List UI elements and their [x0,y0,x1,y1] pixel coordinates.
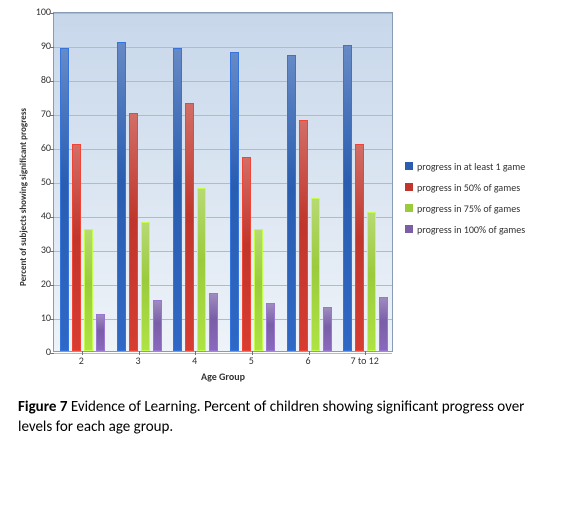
bar [242,157,251,351]
caption-rest: Evidence of Learning. Percent of childre… [18,398,524,436]
bar [311,198,320,351]
y-tick-label: 30 [29,243,51,256]
y-tick-mark [50,251,54,252]
y-tick-label: 100 [29,5,51,18]
gridline [54,47,392,48]
x-axis-ticks: 234567 to 12 [53,352,393,368]
chart-panel: Percent of subjects showing significant … [18,12,553,383]
x-tick-label: 5 [223,354,279,367]
y-tick-label: 40 [29,209,51,222]
gridline [54,149,392,150]
bar [367,212,376,351]
bar [141,222,150,351]
legend-item: progress in 100% of games [405,223,525,236]
legend-item: progress in 50% of games [405,181,525,194]
bar [254,229,263,351]
x-tick-label: 7 to 12 [337,354,393,367]
legend-label: progress in 75% of games [417,202,520,215]
legend-item: progress in 75% of games [405,202,525,215]
legend-swatch [405,162,413,170]
bar [129,113,138,351]
bar [173,48,182,351]
x-tick-label: 3 [110,354,166,367]
gridline [54,115,392,116]
bar [60,48,69,351]
bar [266,303,275,351]
bar [343,45,352,351]
figure-caption: Figure 7 Evidence of Learning. Percent o… [18,397,553,438]
legend-label: progress in 100% of games [417,223,525,236]
x-axis-label: Age Group [53,370,393,383]
y-tick-label: 50 [29,175,51,188]
gridline [54,285,392,286]
bar [379,297,388,351]
bar [323,307,332,351]
plot-area [53,12,393,352]
y-tick-mark [50,13,54,14]
bar [84,229,93,351]
gridline [54,217,392,218]
bar [299,120,308,351]
gridline [54,183,392,184]
y-tick-label: 90 [29,39,51,52]
bar [153,300,162,351]
bar [355,144,364,351]
x-tick-label: 4 [167,354,223,367]
legend-swatch [405,204,413,212]
y-tick-mark [50,217,54,218]
y-tick-mark [50,47,54,48]
caption-lead: Figure 7 [18,398,67,416]
y-tick-mark [50,81,54,82]
bar [230,52,239,351]
bar [96,314,105,351]
y-tick-label: 60 [29,141,51,154]
bar [117,42,126,351]
x-tick-label: 6 [280,354,336,367]
y-tick-mark [50,115,54,116]
y-tick-label: 70 [29,107,51,120]
y-tick-mark [50,149,54,150]
x-tick-label: 2 [53,354,109,367]
bar [72,144,81,351]
y-axis-label: Percent of subjects showing significant … [18,108,29,286]
y-tick-mark [50,319,54,320]
legend-item: progress in at least 1 game [405,160,525,173]
y-tick-label: 10 [29,311,51,324]
y-tick-label: 20 [29,277,51,290]
bar [197,188,206,351]
legend-swatch [405,183,413,191]
y-tick-label: 0 [29,345,51,358]
gridline [54,251,392,252]
legend-label: progress in at least 1 game [417,160,525,173]
bar [209,293,218,351]
gridline [54,81,392,82]
legend-swatch [405,225,413,233]
legend-label: progress in 50% of games [417,181,520,194]
y-tick-mark [50,285,54,286]
bar [287,55,296,351]
y-tick-mark [50,183,54,184]
gridline [54,13,392,14]
legend: progress in at least 1 game progress in 5… [393,12,525,383]
y-tick-label: 80 [29,73,51,86]
bar [185,103,194,351]
